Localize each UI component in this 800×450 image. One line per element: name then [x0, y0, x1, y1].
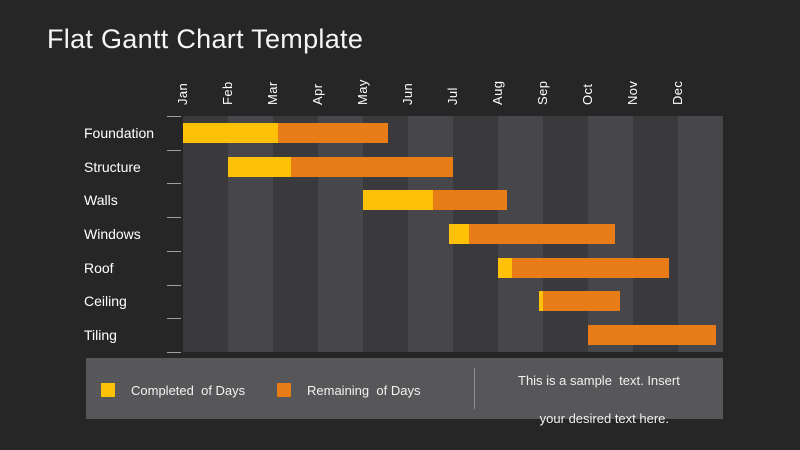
month-column-apr — [318, 116, 363, 352]
bar-completed-segment-foundation — [183, 122, 278, 143]
month-column-feb — [228, 116, 273, 352]
axis-tick — [167, 183, 181, 185]
task-label-walls: Walls — [84, 192, 118, 209]
sample-text-line2: your desired text here. — [539, 411, 670, 426]
bar-completed-segment-windows — [448, 224, 469, 244]
task-label-windows: Windows — [84, 226, 141, 242]
month-label-dec: Dec — [670, 80, 685, 105]
month-label-jul: Jul — [445, 87, 460, 105]
month-label-apr: Apr — [310, 83, 325, 105]
axis-tick — [167, 250, 181, 252]
bar-remaining-segment-structure — [291, 156, 453, 177]
slide-title: Flat Gantt Chart Template — [47, 24, 364, 54]
month-column-jun — [408, 116, 453, 352]
month-label-jan: Jan — [175, 82, 190, 105]
month-label-jun: Jun — [400, 82, 415, 105]
bar-remaining-segment-tiling — [588, 325, 717, 346]
legend-label-remaining: Remaining of Days — [307, 383, 421, 398]
bar-remaining-segment-ceiling — [543, 291, 620, 312]
bar-remaining-segment-walls — [432, 190, 507, 211]
month-label-nov: Nov — [625, 80, 640, 105]
axis-tick — [167, 149, 181, 151]
month-column-may — [363, 116, 408, 352]
legend-band: Completed of Days Remaining of Days This… — [86, 358, 723, 426]
month-label-feb: Feb — [220, 81, 235, 105]
month-label-mar: Mar — [265, 81, 280, 105]
month-label-sep: Sep — [535, 80, 550, 105]
legend-swatch-remaining-icon — [277, 383, 291, 397]
month-column-nov — [633, 116, 678, 352]
bar-completed-segment-roof — [498, 257, 512, 278]
month-column-mar — [273, 116, 318, 352]
axis-tick — [167, 318, 181, 320]
task-label-tiling: Tiling — [84, 327, 117, 344]
bar-remaining-segment-roof — [511, 257, 669, 278]
sample-text: This is a sample text. Insert your desir… — [518, 371, 680, 447]
bar-completed-segment-structure — [228, 156, 291, 177]
bar-completed-segment-walls — [363, 190, 433, 211]
axis-tick — [167, 217, 181, 219]
month-label-may: May — [355, 79, 370, 105]
task-label-ceiling: Ceiling — [84, 293, 127, 310]
month-label-aug: Aug — [490, 80, 505, 105]
task-label-structure: Structure — [84, 158, 141, 175]
bar-completed-segment-ceiling — [538, 291, 543, 312]
month-label-oct: Oct — [580, 83, 595, 105]
legend-label-completed: Completed of Days — [131, 383, 246, 398]
month-column-jan — [183, 116, 228, 352]
bar-remaining-segment-windows — [468, 224, 615, 244]
month-column-dec — [678, 116, 723, 352]
axis-tick — [167, 352, 181, 353]
legend-divider — [474, 368, 475, 409]
axis-tick — [167, 284, 181, 286]
axis-tick — [167, 116, 181, 117]
sample-text-line1: This is a sample text. Insert — [518, 373, 680, 388]
task-label-foundation: Foundation — [84, 124, 155, 141]
bar-remaining-segment-foundation — [277, 122, 388, 143]
task-label-roof: Roof — [84, 259, 114, 276]
legend-swatch-completed-icon — [101, 383, 115, 397]
